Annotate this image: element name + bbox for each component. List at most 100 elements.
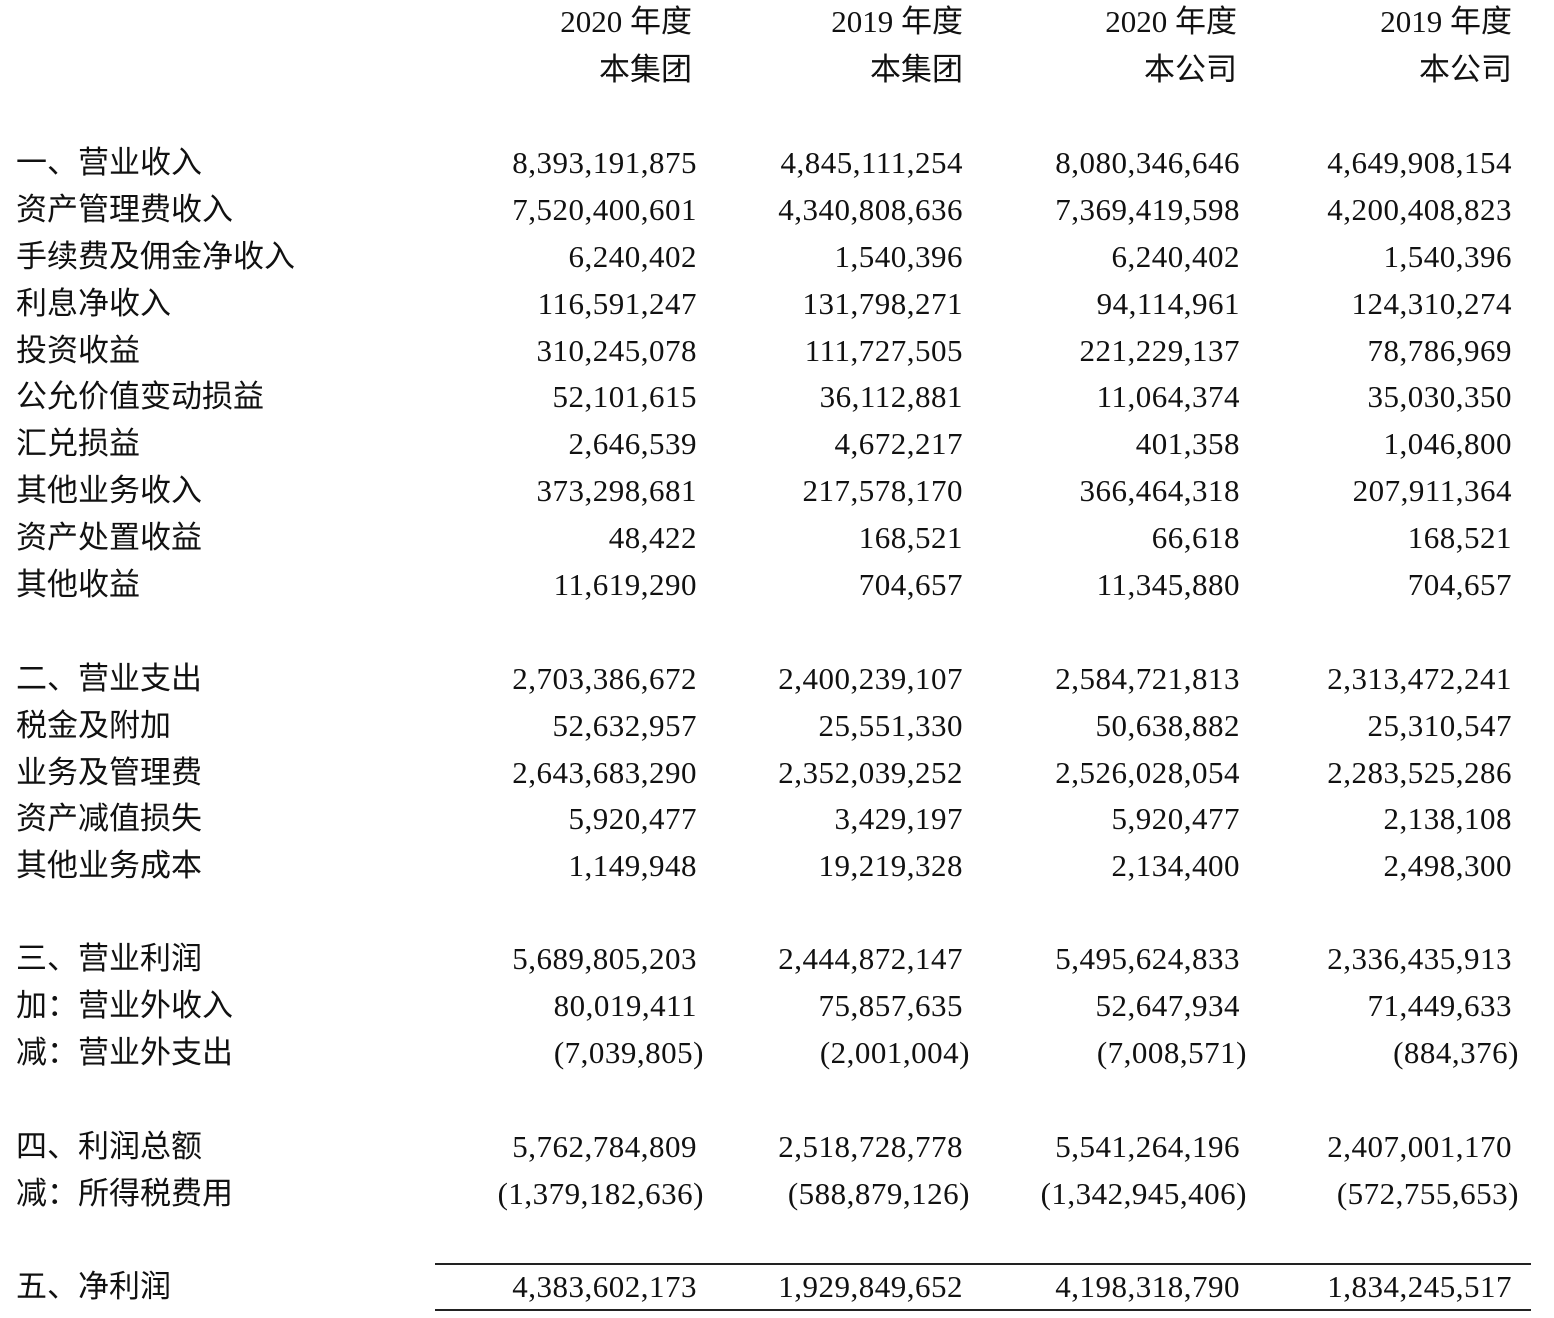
row-value: 11,619,290 [553,567,697,602]
row-label: 二、营业支出 [16,661,202,696]
row-label: 其他业务收入 [16,473,202,508]
row-value: 1,929,849,652 [778,1269,963,1304]
row-value: 94,114,961 [1096,286,1240,321]
row-value: 25,310,547 [1367,708,1512,743]
row-value: 704,657 [858,567,963,602]
row-value: 4,672,217 [834,426,963,461]
row-value: 168,521 [858,520,963,555]
row-value: 35,030,350 [1367,379,1512,414]
row-value: 80,019,411 [553,988,697,1023]
row-label: 其他业务成本 [16,848,202,883]
row-value: 2,703,386,672 [512,661,697,696]
row-label: 投资收益 [16,333,140,368]
row-value: (7,039,805) [553,1035,704,1070]
row-value: (572,755,653) [1336,1176,1519,1211]
row-value: 111,727,505 [804,333,963,368]
row-value: 4,340,808,636 [778,192,963,227]
row-value: 2,498,300 [1383,848,1512,883]
row-value: 4,383,602,173 [512,1269,697,1304]
row-label: 五、净利润 [16,1269,171,1304]
row-value: 5,495,624,833 [1055,941,1240,976]
column-header-year: 2020 年度 [560,4,692,39]
column-header-year: 2020 年度 [1105,4,1237,39]
row-value: 366,464,318 [1079,473,1240,508]
row-label: 减：营业外支出 [16,1035,233,1070]
row-value: 168,521 [1407,520,1512,555]
row-value: (7,008,571) [1096,1035,1247,1070]
row-value: 2,134,400 [1111,848,1240,883]
column-header-entity: 本公司 [1419,52,1512,87]
row-value: 7,369,419,598 [1055,192,1240,227]
row-value: 6,240,402 [1111,239,1240,274]
row-value: 5,762,784,809 [512,1129,697,1164]
row-label: 其他收益 [16,567,140,602]
row-label: 公允价值变动损益 [16,379,264,414]
row-value: 1,540,396 [1383,239,1512,274]
column-header-entity: 本公司 [1144,52,1237,87]
row-value: 36,112,881 [819,379,963,414]
row-value: 2,352,039,252 [778,755,963,790]
row-value: 71,449,633 [1367,988,1512,1023]
row-value: 6,240,402 [568,239,697,274]
row-value: 11,345,880 [1096,567,1240,602]
row-value: (884,376) [1393,1035,1519,1070]
row-value: 1,046,800 [1383,426,1512,461]
row-value: 7,520,400,601 [512,192,697,227]
row-label: 利息净收入 [16,286,171,321]
row-value: 50,638,882 [1095,708,1240,743]
row-value: 4,200,408,823 [1327,192,1512,227]
row-value: 2,407,001,170 [1327,1129,1512,1164]
total-top-rule [435,1263,1531,1265]
column-header-entity: 本集团 [599,52,692,87]
row-value: 8,393,191,875 [512,145,697,180]
row-value: 4,649,908,154 [1327,145,1512,180]
row-value: 25,551,330 [818,708,963,743]
row-label: 三、营业利润 [16,941,202,976]
row-value: 2,584,721,813 [1055,661,1240,696]
row-value: 11,064,374 [1096,379,1240,414]
row-value: 310,245,078 [536,333,697,368]
row-value: 1,834,245,517 [1327,1269,1512,1304]
row-label: 加：营业外收入 [16,988,233,1023]
row-value: 52,632,957 [552,708,697,743]
row-value: 221,229,137 [1079,333,1240,368]
row-value: 704,657 [1407,567,1512,602]
row-value: 5,689,805,203 [512,941,697,976]
row-value: 48,422 [608,520,697,555]
row-label: 四、利润总额 [16,1129,202,1164]
row-value: 2,336,435,913 [1327,941,1512,976]
row-label: 资产减值损失 [16,801,202,836]
row-value: 2,313,472,241 [1327,661,1512,696]
row-value: (588,879,126) [787,1176,970,1211]
row-value: (1,342,945,406) [1040,1176,1247,1211]
row-label: 业务及管理费 [16,755,202,790]
row-value: 3,429,197 [834,801,963,836]
row-value: 2,526,028,054 [1055,755,1240,790]
row-label: 资产管理费收入 [16,192,233,227]
row-value: 78,786,969 [1367,333,1512,368]
total-bottom-rule [435,1309,1531,1311]
row-value: 75,857,635 [818,988,963,1023]
column-header-entity: 本集团 [870,52,963,87]
row-value: 2,400,239,107 [778,661,963,696]
row-value: 373,298,681 [536,473,697,508]
row-value: 2,646,539 [568,426,697,461]
column-header-year: 2019 年度 [831,4,963,39]
row-value: 8,080,346,646 [1055,145,1240,180]
row-value: 5,920,477 [568,801,697,836]
row-value: 116,591,247 [537,286,697,321]
row-value: 1,540,396 [834,239,963,274]
row-value: (2,001,004) [819,1035,970,1070]
row-value: (1,379,182,636) [497,1176,704,1211]
row-value: 1,149,948 [568,848,697,883]
row-value: 19,219,328 [818,848,963,883]
row-label: 资产处置收益 [16,520,202,555]
row-value: 124,310,274 [1351,286,1512,321]
row-value: 2,138,108 [1383,801,1512,836]
row-value: 4,198,318,790 [1055,1269,1240,1304]
row-value: 2,643,683,290 [512,755,697,790]
row-label: 减：所得税费用 [16,1176,233,1211]
row-value: 217,578,170 [802,473,963,508]
row-value: 5,920,477 [1111,801,1240,836]
row-label: 一、营业收入 [16,145,202,180]
